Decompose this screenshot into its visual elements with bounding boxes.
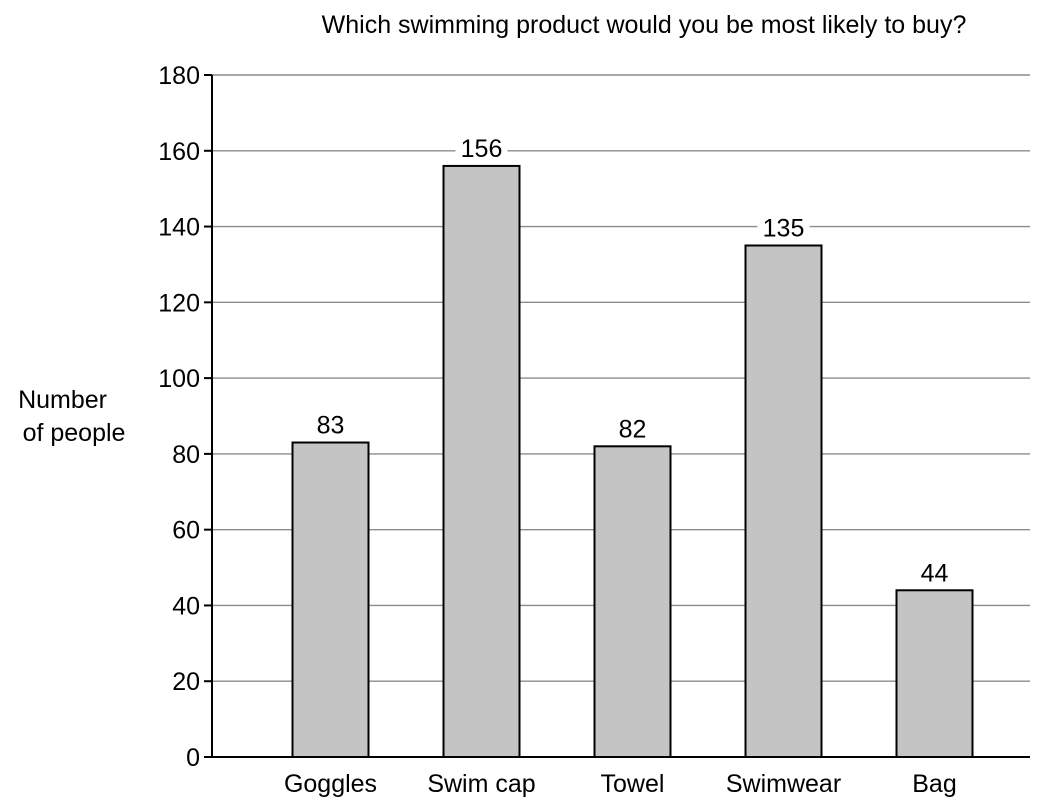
data-label-bg-0 (311, 410, 350, 437)
x-tick-label-2: Towel (601, 770, 665, 798)
y-tick-label-6: 120 (158, 289, 200, 317)
y-axis-label-line-1: Number (18, 386, 107, 414)
data-label-3: 135 (763, 215, 805, 243)
bar-swimwear (744, 244, 823, 758)
x-tick-label-0: Goggles (284, 770, 377, 798)
x-tick-label-4: Bag (912, 770, 956, 798)
data-label-bg-3 (757, 213, 810, 240)
data-label-0: 83 (317, 412, 345, 440)
data-label-bg-2 (613, 414, 652, 441)
y-tick-label-5: 100 (158, 365, 200, 393)
y-tick-label-2: 40 (172, 592, 200, 620)
y-tick-labels: 0 20 40 60 80 100 120 140 160 180 (158, 62, 200, 772)
bars (291, 164, 974, 758)
bar-bag (895, 589, 974, 758)
x-tick-labels: Goggles Swim cap Towel Swimwear Bag (284, 770, 957, 798)
data-label-4: 44 (921, 559, 949, 587)
x-tick-label-1: Swim cap (427, 770, 535, 798)
y-axis-label: Number of people (18, 386, 125, 447)
bar-towel (593, 445, 672, 758)
y-axis-label-line-2: of people (23, 419, 126, 447)
x-tick-label-3: Swimwear (726, 770, 841, 798)
data-labels: 83 156 82 135 44 (311, 133, 954, 587)
y-tick-label-7: 140 (158, 214, 200, 242)
bar-goggles (291, 441, 370, 758)
y-tick-label-3: 60 (172, 517, 200, 545)
y-tick-label-1: 20 (172, 668, 200, 696)
y-tick-label-0: 0 (186, 744, 200, 772)
data-label-bg-1 (455, 133, 508, 160)
y-tick-label-4: 80 (172, 441, 200, 469)
bar-swim-cap (442, 164, 521, 758)
y-tick-label-8: 160 (158, 138, 200, 166)
axes (204, 74, 1030, 758)
y-tick-label-9: 180 (158, 62, 200, 90)
data-label-2: 82 (619, 415, 647, 443)
data-label-bg-4 (915, 558, 954, 585)
data-label-1: 156 (461, 135, 503, 163)
chart-title: Which swimming product would you be most… (322, 11, 967, 39)
